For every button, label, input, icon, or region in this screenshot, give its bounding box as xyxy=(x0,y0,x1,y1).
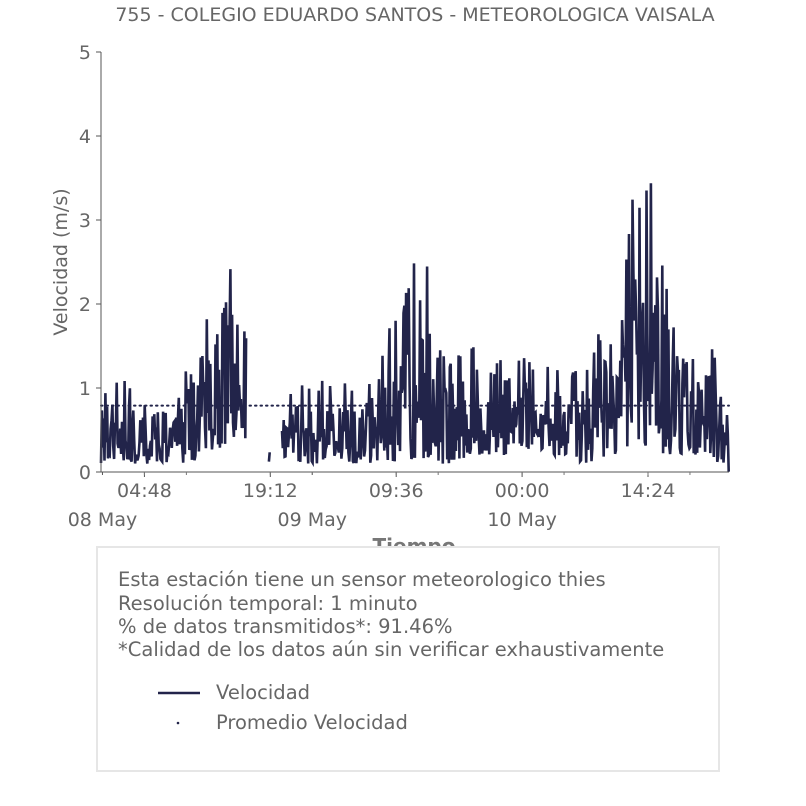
x-tick-label: 00:00 xyxy=(495,480,550,502)
x-tick-label: 09:36 xyxy=(369,480,424,502)
y-tick-label: 2 xyxy=(79,294,91,316)
y-tick-label: 0 xyxy=(79,462,91,484)
y-tick-label: 1 xyxy=(79,378,91,400)
series-velocidad xyxy=(99,183,730,472)
x-date-label: 08 May xyxy=(68,509,138,531)
x-tick-label: 19:12 xyxy=(243,480,298,502)
y-tick-label: 3 xyxy=(79,210,91,232)
axes: 0 1 2 3 4 5 04:48 19:12 09:36 00:00 14:24 08 May 09 … xyxy=(68,42,729,531)
info-note-sensor: Esta estación tiene un sensor meteorolog… xyxy=(118,568,606,591)
x-tick-label: 14:24 xyxy=(621,480,676,502)
y-axis-label: Velocidad (m/s) xyxy=(50,188,72,335)
legend-dot-swatch xyxy=(176,721,180,725)
y-tick-label: 5 xyxy=(79,42,91,64)
info-box: Esta estación tiene un sensor meteorolog… xyxy=(96,546,720,772)
chart-title: 755 - COLEGIO EDUARDO SANTOS - METEOROLO… xyxy=(115,4,714,26)
plot-area xyxy=(99,183,730,472)
x-date-label: 10 May xyxy=(487,509,557,531)
legend-line-swatch xyxy=(158,691,200,695)
legend-label-velocidad: Velocidad xyxy=(216,681,311,704)
x-date-label: 09 May xyxy=(278,509,348,531)
y-tick-label: 4 xyxy=(79,126,91,148)
x-tick-label: 04:48 xyxy=(117,480,172,502)
legend-label-promedio: Promedio Velocidad xyxy=(216,711,408,734)
info-note-transmitted: % de datos transmitidos*: 91.46% xyxy=(118,615,453,638)
info-note-resolution: Resolución temporal: 1 minuto xyxy=(118,592,418,615)
info-note-quality: *Calidad de los datos aún sin verificar … xyxy=(118,638,665,661)
